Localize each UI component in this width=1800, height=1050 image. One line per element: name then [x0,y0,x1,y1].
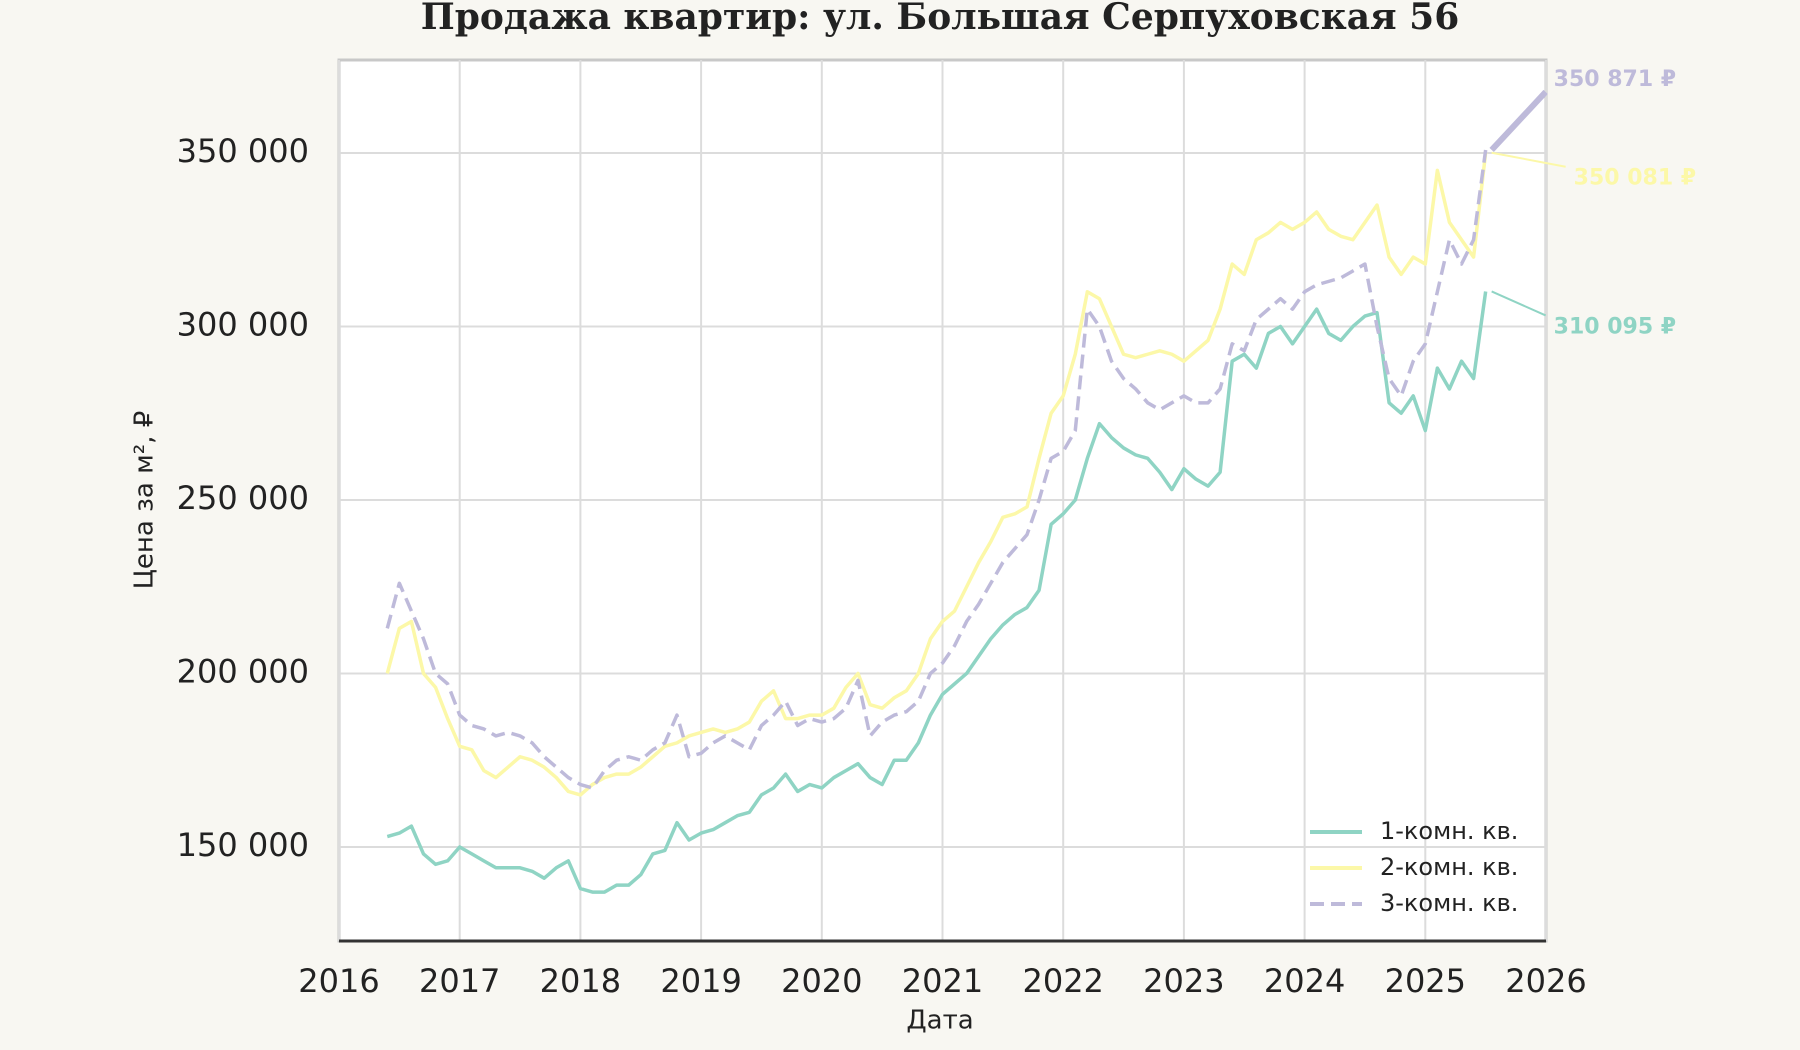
series-line [386,291,1488,894]
y-tick-label: 350 000 [177,132,309,170]
series-line [385,149,1488,790]
x-tick-label: 2026 [1505,962,1586,1000]
chart-title: Продажа квартир: ул. Большая Серпуховска… [421,0,1460,38]
x-tick-label: 2020 [781,962,862,1000]
annotation-arrow [1489,89,1548,153]
y-tick-label: 150 000 [177,826,309,864]
legend-label: 3-комн. кв. [1380,889,1518,917]
x-tick-label: 2022 [1022,962,1103,1000]
x-axis-label: Дата [906,1006,973,1036]
end-label: 350 081 ₽ [1574,166,1696,191]
x-tick-label: 2024 [1264,962,1345,1000]
x-tick-label: 2019 [660,962,741,1000]
x-tick-label: 2021 [902,962,983,1000]
x-tick-label: 2018 [540,962,621,1000]
y-axis-label: Цена за м², ₽ [130,411,160,590]
annotation-arrow [1491,151,1566,168]
legend-label: 1-комн. кв. [1380,817,1518,845]
x-tick-label: 2016 [298,962,379,1000]
series-line [385,152,1488,797]
end-label: 350 871 ₽ [1554,67,1676,92]
x-tick-label: 2017 [419,962,500,1000]
y-tick-label: 300 000 [177,305,309,343]
x-tick-label: 2023 [1143,962,1224,1000]
legend-label: 2-комн. кв. [1380,853,1518,881]
y-tick-label: 250 000 [177,479,309,517]
x-tick-label: 2025 [1385,962,1466,1000]
end-label: 310 095 ₽ [1554,314,1676,339]
y-tick-label: 200 000 [177,652,309,690]
annotation-arrow [1491,290,1547,317]
